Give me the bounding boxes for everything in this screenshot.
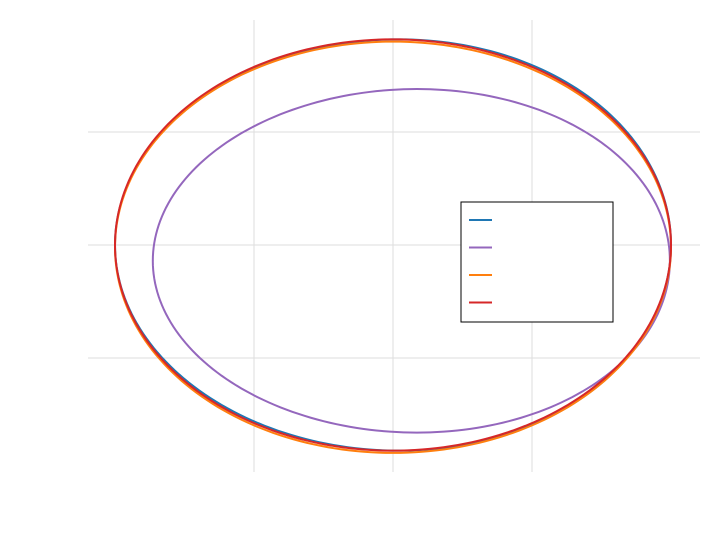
series-group — [113, 38, 672, 454]
series-line-4 — [113, 38, 672, 452]
legend — [460, 201, 614, 323]
series-line-2 — [151, 88, 671, 434]
